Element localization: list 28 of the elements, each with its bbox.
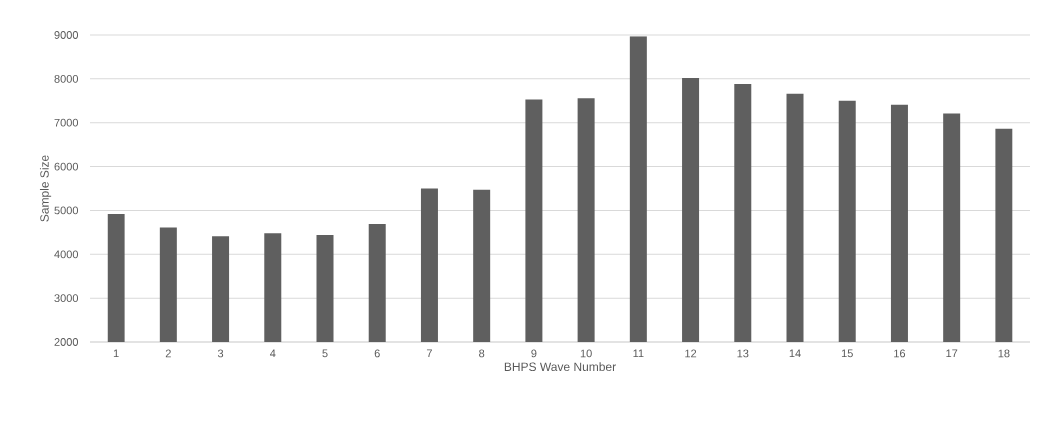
x-axis-title: BHPS Wave Number (504, 362, 616, 371)
x-tick-label: 12 (685, 349, 697, 358)
y-tick-label: 8000 (54, 74, 79, 83)
y-tick-label: 3000 (54, 294, 79, 303)
y-tick-label: 2000 (54, 338, 79, 346)
x-tick-label: 4 (269, 349, 276, 358)
y-axis-title: Sample Size (39, 155, 52, 222)
y-tick-label: 9000 (54, 31, 79, 39)
x-tick-label: 5 (322, 349, 328, 358)
x-tick-label: 9 (531, 349, 537, 358)
x-tick-label: 8 (479, 349, 485, 358)
x-tick-label: 16 (894, 349, 906, 358)
x-tick-label: 17 (946, 349, 958, 358)
x-tick-label: 11 (633, 349, 644, 358)
x-tick-label: 3 (217, 349, 224, 358)
x-tick-label: 1 (113, 349, 119, 358)
x-tick-label: 7 (426, 349, 432, 358)
x-tick-label: 10 (580, 349, 592, 358)
y-tick-label: 6000 (54, 162, 79, 171)
y-tick-label: 7000 (54, 118, 79, 127)
y-tick-label: 5000 (54, 206, 79, 215)
x-tick-label: 6 (374, 349, 380, 358)
y-tick-label: 4000 (54, 250, 79, 259)
x-tick-label: 15 (841, 349, 853, 358)
x-tick-label: 2 (165, 349, 171, 358)
x-tick-label: 18 (998, 349, 1010, 358)
x-tick-label: 14 (789, 349, 801, 358)
x-tick-label: 13 (737, 349, 749, 358)
